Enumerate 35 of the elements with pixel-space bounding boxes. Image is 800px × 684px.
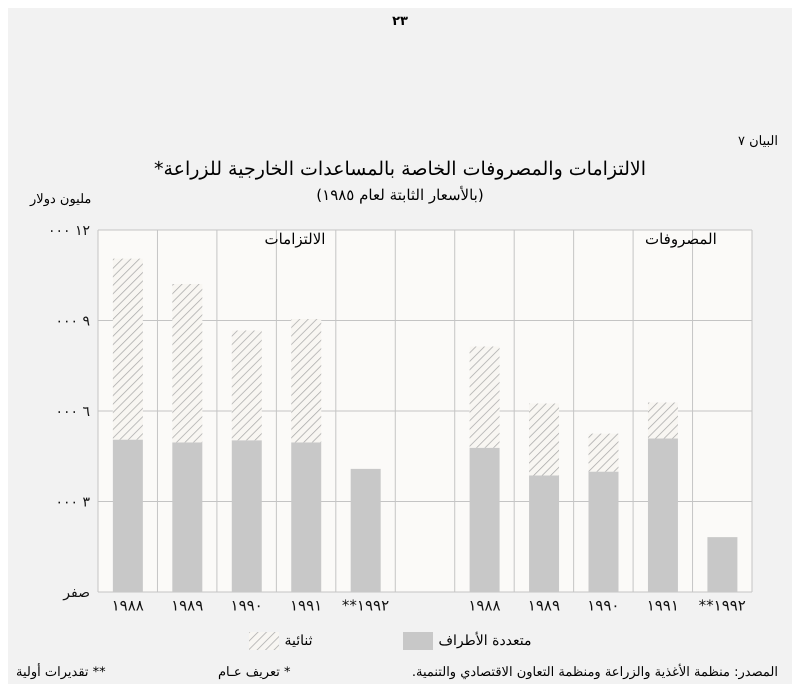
bar [112, 258, 143, 440]
annotation: الالتزامات [264, 230, 326, 248]
bar [529, 403, 560, 476]
x-tick-label: ١٩٨٩ [528, 596, 560, 615]
legend-label: ثنائية [284, 633, 313, 649]
x-tick-label: **١٩٩٢ [342, 596, 390, 615]
x-tick-label: ١٩٨٩ [171, 596, 204, 615]
y-tick-label: ٦ ٠٠٠ [55, 404, 90, 420]
chart-title: الالتزامات والمصروفات الخاصة بالمساعدات الخارجية للزراعة* [152, 158, 648, 180]
text: ** تقديرات أولية [16, 665, 106, 680]
bar [470, 346, 500, 448]
x-tick-label: ١٩٩١ [290, 596, 322, 615]
y-tick-label: ١٢ ٠٠٠ [48, 222, 90, 239]
bar [648, 402, 678, 438]
text: * تعريف عـام [218, 665, 290, 680]
annotation: المصروفات [644, 230, 717, 248]
text: البيان ٧ [738, 134, 778, 149]
bar [291, 318, 322, 442]
x-tick-label: ١٩٨٨ [468, 596, 501, 615]
y-axis-title: مليون دولار [30, 192, 92, 207]
bar [172, 284, 202, 442]
chart-subtitle: (بالأسعار الثابتة لعام ١٩٨٥) [316, 186, 484, 204]
y-tick-label: ٣ ٠٠٠ [55, 494, 90, 510]
y-tick-label: ٩ ٠٠٠ [55, 313, 90, 330]
bar [588, 434, 618, 472]
text: المصدر: منظمة الأغذية والزراعة ومنظمة التعاون الاقتصادي والتنمية. [412, 665, 778, 680]
text: ٢٣ [391, 14, 409, 29]
bar [232, 330, 262, 440]
legend-label: متعددة الأطراف [438, 633, 532, 649]
x-tick-label: ١٩٨٨ [112, 596, 144, 615]
x-tick-label: ١٩٩١ [646, 596, 679, 615]
x-tick-label: ١٩٩٠ [230, 596, 263, 615]
x-tick-label: **١٩٩٢ [698, 596, 746, 615]
y-tick-label: صفر [62, 584, 90, 601]
x-tick-label: ١٩٩٠ [587, 596, 620, 615]
